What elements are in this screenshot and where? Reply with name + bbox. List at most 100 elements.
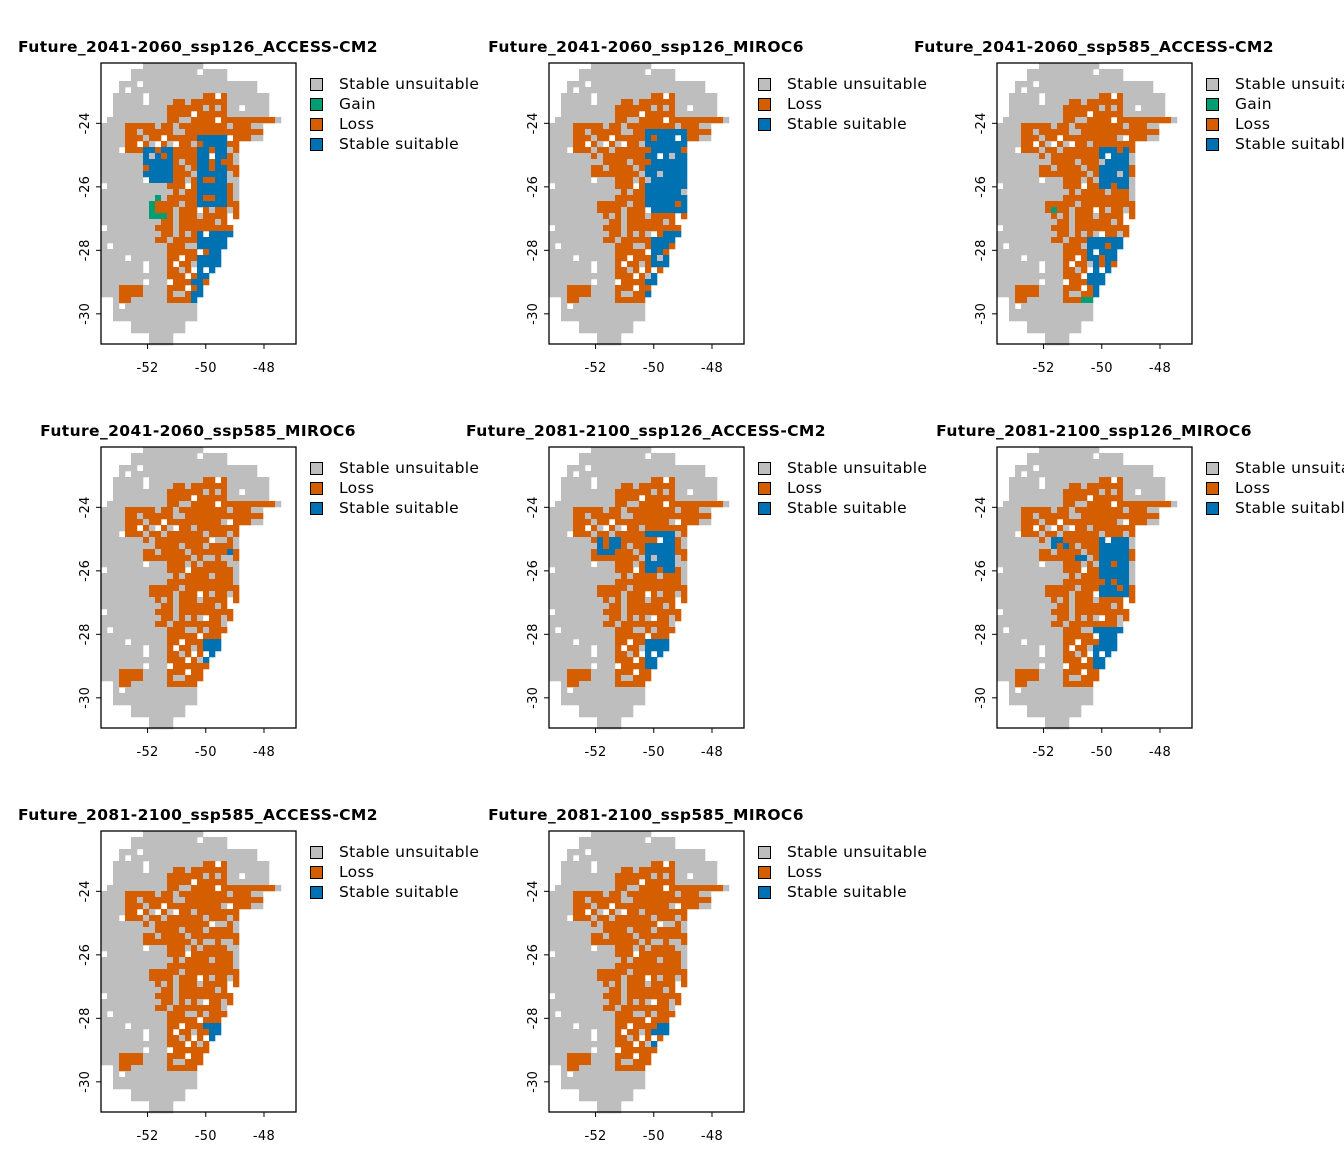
raster-cell bbox=[1039, 237, 1046, 244]
raster-cell bbox=[203, 153, 210, 160]
raster-cell bbox=[693, 123, 700, 130]
raster-cell bbox=[1105, 171, 1112, 178]
raster-cell bbox=[137, 693, 144, 700]
raster-cell bbox=[197, 615, 204, 622]
raster-cell bbox=[1033, 87, 1040, 94]
raster-cell bbox=[549, 123, 556, 130]
raster-cell bbox=[615, 93, 622, 100]
raster-cell bbox=[119, 135, 126, 142]
raster-cell bbox=[191, 213, 198, 220]
raster-cell bbox=[1009, 273, 1016, 280]
raster-cell bbox=[681, 525, 688, 532]
raster-cell bbox=[221, 513, 228, 520]
raster-cell bbox=[585, 483, 592, 490]
raster-cell bbox=[633, 99, 640, 106]
raster-cell bbox=[245, 501, 252, 508]
raster-cell bbox=[627, 519, 634, 526]
raster-cell bbox=[137, 159, 144, 166]
raster-cell bbox=[669, 69, 676, 76]
raster-cell bbox=[687, 483, 694, 490]
raster-cell bbox=[1045, 63, 1052, 70]
raster-cell bbox=[1111, 99, 1118, 106]
raster-cell bbox=[561, 225, 568, 232]
raster-cell bbox=[1087, 513, 1094, 520]
raster-cell bbox=[1117, 171, 1124, 178]
raster-cell bbox=[233, 567, 240, 574]
raster-cell bbox=[155, 321, 162, 328]
raster-cell bbox=[997, 123, 1004, 130]
raster-cell bbox=[549, 189, 556, 196]
raster-cell bbox=[1081, 195, 1088, 202]
raster-cell bbox=[567, 159, 574, 166]
raster-cell bbox=[663, 531, 670, 538]
raster-cell bbox=[173, 267, 180, 274]
raster-cell bbox=[1123, 495, 1130, 502]
raster-cell bbox=[567, 567, 574, 574]
raster-cell bbox=[591, 567, 598, 574]
raster-cell bbox=[1153, 93, 1160, 100]
raster-cell bbox=[549, 237, 556, 244]
raster-cell bbox=[1141, 477, 1148, 484]
raster-cell bbox=[1069, 165, 1076, 172]
raster-cell bbox=[203, 591, 210, 598]
raster-cell bbox=[549, 627, 556, 634]
raster-cell bbox=[555, 159, 562, 166]
raster-cell bbox=[669, 117, 676, 124]
raster-cell bbox=[639, 681, 646, 688]
raster-cell bbox=[585, 75, 592, 82]
raster-cell bbox=[591, 117, 598, 124]
raster-cell bbox=[137, 687, 144, 694]
raster-cell bbox=[567, 267, 574, 274]
raster-cell bbox=[1141, 465, 1148, 472]
raster-cell bbox=[1159, 111, 1166, 118]
raster-cell bbox=[603, 453, 610, 460]
raster-cell bbox=[203, 549, 210, 556]
raster-cell bbox=[1051, 195, 1058, 202]
raster-cell bbox=[191, 693, 198, 700]
raster-cell bbox=[687, 465, 694, 472]
raster-cell bbox=[627, 657, 634, 664]
raster-cell bbox=[615, 201, 622, 208]
raster-cell bbox=[185, 219, 192, 226]
raster-cell bbox=[197, 93, 204, 100]
raster-cell bbox=[1069, 225, 1076, 232]
raster-cell bbox=[161, 675, 168, 682]
raster-cell bbox=[1021, 279, 1028, 286]
raster-cell bbox=[627, 261, 634, 268]
raster-cell bbox=[269, 117, 276, 124]
raster-cell bbox=[585, 105, 592, 112]
raster-cell bbox=[119, 543, 126, 550]
raster-cell bbox=[233, 195, 240, 202]
raster-cell bbox=[191, 477, 198, 484]
raster-cell bbox=[1063, 159, 1070, 166]
raster-cell bbox=[1069, 153, 1076, 160]
raster-cell bbox=[1093, 165, 1100, 172]
raster-cell bbox=[615, 573, 622, 580]
raster-cell bbox=[1117, 117, 1124, 124]
plot-frame bbox=[996, 62, 1193, 345]
raster-cell bbox=[1033, 225, 1040, 232]
raster-cell bbox=[549, 129, 556, 136]
raster-cell bbox=[561, 105, 568, 112]
map-panel: Future_2081-2100_ssp126_ACCESS-CM2 -52 -50… bbox=[448, 384, 927, 768]
raster-cell bbox=[1027, 483, 1034, 490]
raster-cell bbox=[1057, 501, 1064, 508]
raster-cell bbox=[149, 573, 156, 580]
raster-cell bbox=[173, 453, 180, 460]
raster-cell bbox=[1051, 231, 1058, 238]
raster-cell bbox=[681, 129, 688, 136]
raster-cell bbox=[609, 243, 616, 250]
raster-cell bbox=[615, 555, 622, 562]
raster-cell bbox=[245, 483, 252, 490]
raster-cell bbox=[149, 465, 156, 472]
raster-cell bbox=[657, 267, 664, 274]
raster-cell bbox=[245, 87, 252, 94]
raster-cell bbox=[179, 597, 186, 604]
raster-cell bbox=[149, 699, 156, 706]
raster-cell bbox=[699, 495, 706, 502]
raster-cell bbox=[603, 639, 610, 646]
raster-cell bbox=[173, 543, 180, 550]
raster-cell bbox=[555, 531, 562, 538]
raster-cell bbox=[615, 633, 622, 640]
raster-cell bbox=[119, 513, 126, 520]
